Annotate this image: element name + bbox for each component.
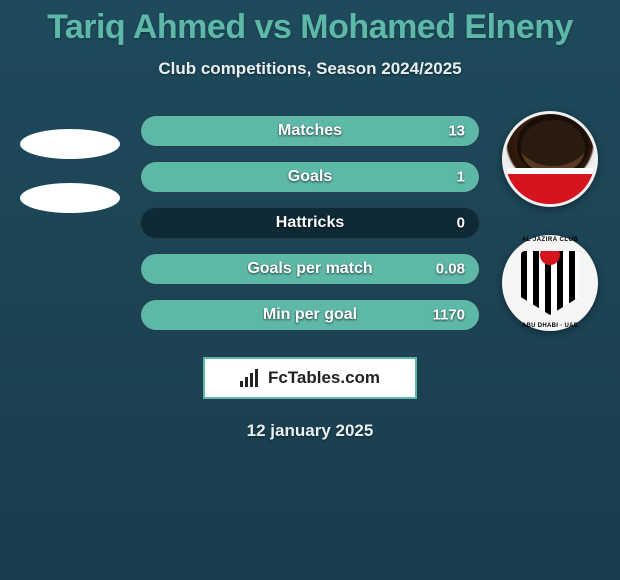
player-left-photo-placeholder: [20, 129, 120, 159]
club-badge-top-text: AL JAZIRA CLUB: [502, 237, 598, 243]
stat-row-hattricks: Hattricks 0: [140, 207, 480, 239]
stat-bar: Matches 13: [140, 115, 480, 147]
stat-bar: Hattricks 0: [140, 207, 480, 239]
player-left-club-placeholder: [20, 183, 120, 213]
stat-label: Goals: [288, 168, 332, 186]
stat-label: Min per goal: [263, 306, 357, 324]
stats-list: Matches 13 Goals 1 Hattricks 0: [140, 115, 480, 331]
player-left-column: [10, 111, 130, 213]
player-right-photo: [502, 111, 598, 207]
stat-bar: Min per goal 1170: [140, 299, 480, 331]
player-right-column: AL JAZIRA CLUB ABU DHABI · UAE: [490, 111, 610, 331]
stat-value-right: 0.08: [436, 261, 465, 278]
page-title: Tariq Ahmed vs Mohamed Elneny: [0, 8, 620, 47]
stat-row-goals-per-match: Goals per match 0.08: [140, 253, 480, 285]
stat-bar: Goals per match 0.08: [140, 253, 480, 285]
comparison-area: Matches 13 Goals 1 Hattricks 0: [0, 115, 620, 345]
stat-value-right: 0: [457, 215, 465, 232]
stat-value-right: 1170: [432, 307, 465, 324]
stat-row-matches: Matches 13: [140, 115, 480, 147]
club-badge-text: AL JAZIRA CLUB ABU DHABI · UAE: [502, 235, 598, 331]
date-label: 12 january 2025: [0, 421, 620, 441]
stat-row-goals: Goals 1: [140, 161, 480, 193]
bar-chart-icon: [240, 369, 262, 387]
page-subtitle: Club competitions, Season 2024/2025: [0, 59, 620, 79]
infographic-root: Tariq Ahmed vs Mohamed Elneny Club compe…: [0, 0, 620, 580]
stat-bar: Goals 1: [140, 161, 480, 193]
brand-text: FcTables.com: [268, 368, 380, 388]
stat-value-right: 1: [457, 169, 465, 186]
brand-box: FcTables.com: [203, 357, 417, 399]
player-right-club-badge: AL JAZIRA CLUB ABU DHABI · UAE: [502, 235, 598, 331]
stat-value-right: 13: [448, 123, 465, 140]
stat-label: Matches: [278, 122, 342, 140]
stat-label: Hattricks: [276, 214, 344, 232]
stat-label: Goals per match: [247, 260, 372, 278]
stat-row-min-per-goal: Min per goal 1170: [140, 299, 480, 331]
club-badge-bottom-text: ABU DHABI · UAE: [502, 323, 598, 329]
